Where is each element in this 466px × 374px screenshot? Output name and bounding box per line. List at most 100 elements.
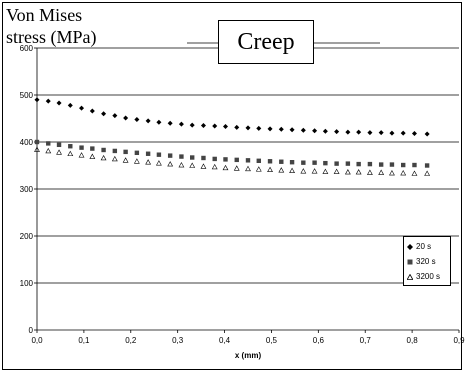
x-tick-label-7: 0,7	[360, 336, 372, 345]
point-3200s-13	[178, 162, 185, 168]
point-20s-2	[56, 100, 62, 106]
point-20s-1	[45, 98, 51, 104]
point-320s-28	[345, 161, 351, 166]
point-20s-21	[267, 126, 273, 132]
point-320s-19	[245, 158, 251, 163]
point-3200s-26	[322, 168, 329, 174]
point-320s-0	[34, 139, 40, 145]
legend-item-20s: 20 s	[404, 239, 450, 254]
point-320s-26	[323, 160, 328, 166]
point-3200s-28	[344, 169, 351, 175]
y-tick-label-0: 0	[29, 326, 34, 335]
point-320s-34	[412, 162, 417, 168]
legend-label-320s: 320 s	[416, 257, 436, 266]
point-20s-15	[200, 123, 206, 129]
point-320s-33	[401, 162, 406, 168]
point-20s-6	[101, 111, 107, 117]
point-3200s-27	[333, 168, 340, 174]
point-320s-32	[389, 162, 395, 167]
y-axis-title-line-2: stress (MPa)	[6, 27, 97, 47]
point-3200s-15	[200, 163, 207, 169]
point-20s-33	[400, 130, 406, 136]
point-3200s-35	[424, 170, 431, 176]
point-320s-29	[356, 161, 361, 167]
point-320s-4	[79, 145, 84, 150]
point-20s-25	[312, 128, 318, 134]
point-3200s-21	[267, 166, 273, 173]
point-320s-25	[312, 160, 317, 165]
x-tick-label-4: 0,4	[219, 336, 231, 345]
point-3200s-3	[67, 150, 74, 157]
point-3200s-29	[355, 169, 362, 175]
point-20s-5	[89, 108, 95, 114]
point-20s-0	[34, 97, 40, 103]
point-20s-26	[322, 128, 328, 134]
point-320s-15	[201, 155, 206, 161]
point-3200s-30	[367, 169, 373, 175]
point-3200s-22	[278, 167, 285, 173]
point-320s-14	[190, 155, 195, 160]
point-320s-18	[234, 157, 239, 163]
point-20s-31	[378, 130, 384, 136]
point-320s-30	[367, 161, 373, 167]
point-3200s-9	[133, 158, 140, 164]
point-3200s-1	[45, 147, 52, 154]
legend-marker-triangle	[407, 273, 413, 280]
point-20s-29	[356, 129, 362, 135]
x-tick-label-6: 0,6	[313, 336, 325, 345]
point-20s-14	[189, 122, 195, 128]
point-320s-5	[90, 146, 95, 151]
y-tick-label-400: 400	[20, 138, 34, 147]
point-320s-7	[112, 148, 118, 154]
point-20s-35	[424, 131, 430, 137]
point-3200s-7	[111, 155, 118, 162]
legend-marker-diamond	[407, 243, 413, 250]
x-tick-label-9: 0,9	[453, 336, 465, 345]
y-tick-label-500: 500	[20, 91, 34, 100]
point-20s-27	[334, 129, 340, 135]
point-20s-28	[345, 129, 351, 135]
point-320s-35	[424, 163, 430, 168]
point-320s-20	[256, 158, 261, 163]
point-3200s-23	[289, 167, 295, 173]
point-3200s-18	[233, 165, 240, 171]
legend-item-320s: 320 s	[404, 254, 450, 269]
x-tick-label-3: 0,3	[172, 336, 184, 345]
point-320s-16	[212, 156, 217, 162]
point-3200s-10	[145, 159, 152, 165]
x-tick-label-8: 0,8	[407, 336, 419, 345]
point-3200s-31	[378, 169, 385, 175]
point-3200s-0	[34, 146, 40, 152]
point-320s-10	[145, 151, 151, 156]
x-tick-label-5: 0,5	[266, 336, 278, 345]
point-3200s-4	[78, 152, 85, 158]
point-20s-3	[67, 102, 73, 108]
point-20s-11	[156, 119, 162, 125]
point-20s-18	[234, 124, 240, 130]
point-20s-12	[167, 120, 173, 126]
point-320s-22	[279, 159, 284, 164]
point-3200s-6	[100, 154, 107, 161]
point-320s-8	[123, 149, 128, 155]
point-20s-20	[256, 125, 262, 131]
point-20s-8	[123, 115, 129, 121]
point-3200s-24	[300, 168, 307, 174]
point-3200s-19	[245, 165, 251, 172]
legend: 20 s 320 s 3200 s	[403, 236, 451, 286]
point-20s-22	[278, 126, 284, 132]
y-tick-label-200: 200	[20, 232, 34, 241]
point-320s-13	[179, 154, 184, 159]
point-3200s-33	[400, 169, 407, 176]
point-20s-16	[212, 123, 218, 129]
y-tick-label-100: 100	[20, 279, 34, 288]
y-axis-title-line-1: Von Mises	[6, 5, 83, 25]
chart-title: Creep	[237, 28, 295, 55]
point-3200s-17	[222, 164, 229, 171]
legend-label-3200s: 3200 s	[416, 272, 441, 281]
point-320s-23	[289, 160, 295, 165]
point-20s-34	[411, 131, 417, 137]
point-20s-7	[112, 113, 118, 119]
point-320s-3	[68, 144, 73, 149]
point-3200s-8	[122, 157, 129, 163]
